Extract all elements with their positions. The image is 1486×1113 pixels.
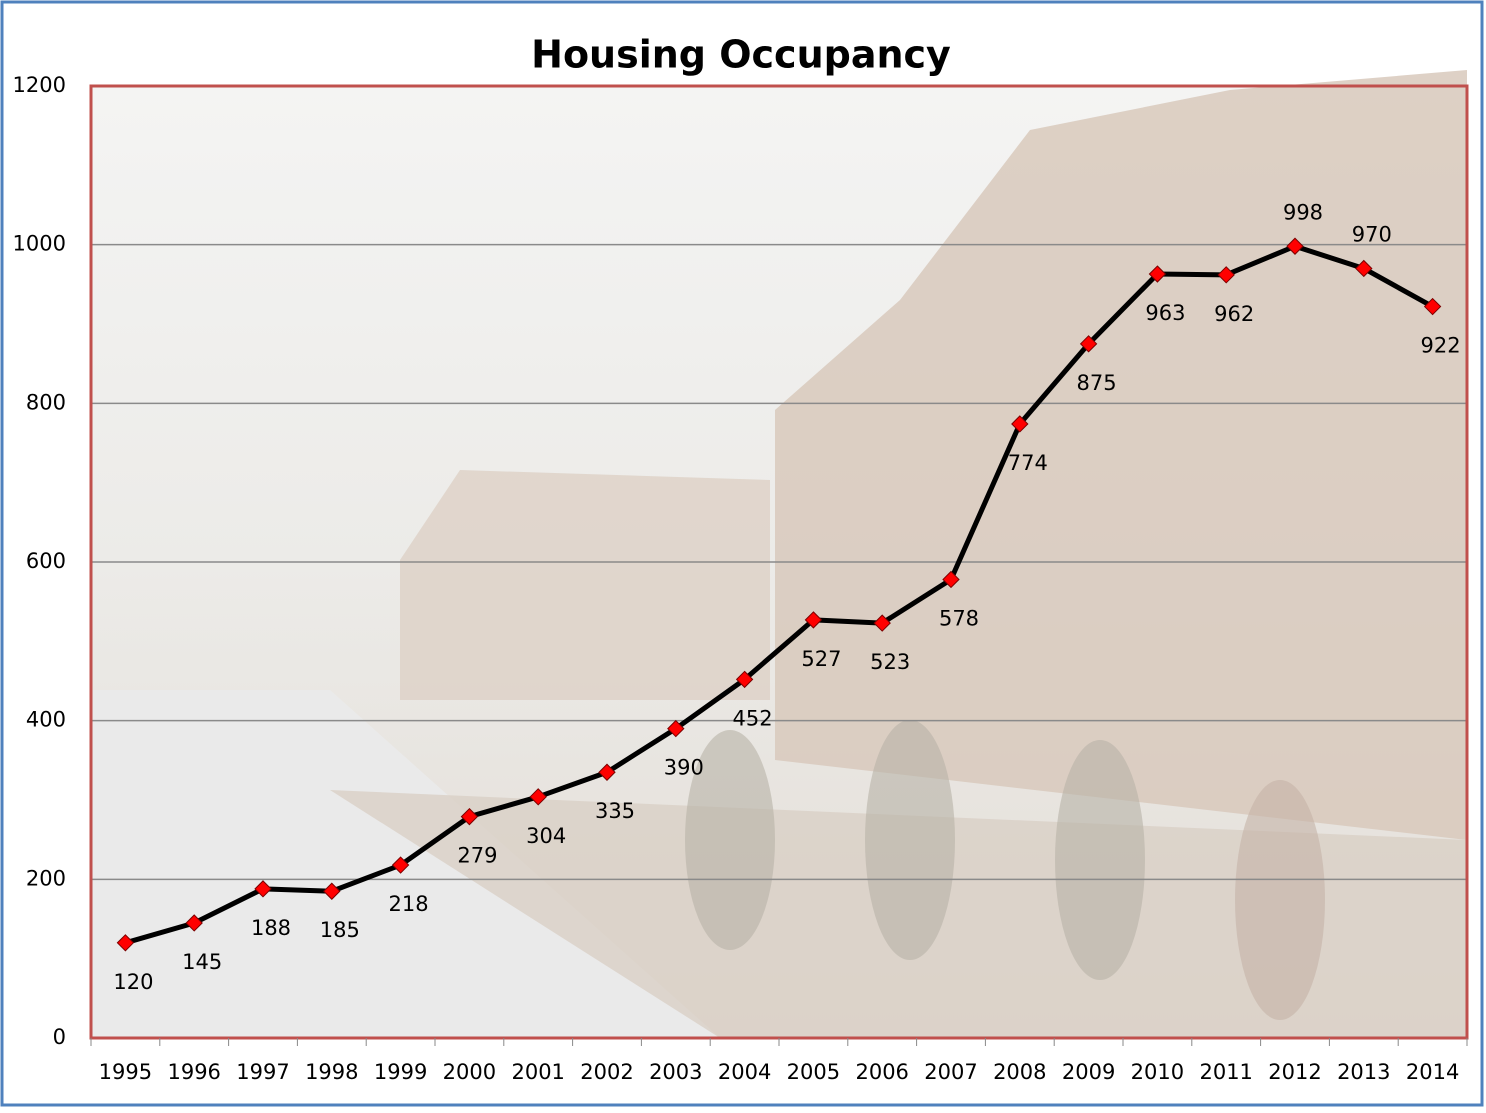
data-label: 774 — [1008, 451, 1048, 475]
data-label: 875 — [1077, 371, 1117, 395]
x-tick-label: 2001 — [511, 1060, 564, 1084]
chart-title: Housing Occupancy — [531, 33, 951, 77]
chart: Housing Occupancy 0 200 400 600 800 1000 1200 1… — [0, 0, 1486, 1109]
x-tick-label: 2014 — [1406, 1060, 1459, 1084]
plot-background — [91, 70, 1467, 1038]
x-tick-label: 1995 — [99, 1060, 152, 1084]
data-label: 578 — [939, 606, 979, 630]
data-label: 145 — [182, 950, 222, 974]
y-tick-label: 0 — [53, 1025, 66, 1049]
x-tick-label: 1997 — [236, 1060, 289, 1084]
data-label: 390 — [664, 756, 704, 780]
x-tick-label: 2013 — [1337, 1060, 1390, 1084]
data-label: 185 — [320, 918, 360, 942]
x-tick-label: 2012 — [1268, 1060, 1321, 1084]
data-label: 452 — [733, 706, 773, 730]
y-tick-label: 400 — [26, 708, 66, 732]
x-tick-label: 2009 — [1062, 1060, 1115, 1084]
data-label: 963 — [1145, 301, 1185, 325]
data-label: 998 — [1283, 200, 1323, 224]
data-label: 304 — [526, 824, 566, 848]
x-tick-label: 1998 — [305, 1060, 358, 1084]
data-label: 523 — [870, 650, 910, 674]
data-label: 962 — [1214, 302, 1254, 326]
x-tick-label: 2006 — [855, 1060, 908, 1084]
y-tick-label: 1000 — [13, 232, 66, 256]
data-label: 335 — [595, 799, 635, 823]
data-label: 120 — [113, 970, 153, 994]
x-tick-label: 2000 — [443, 1060, 496, 1084]
data-label: 279 — [457, 844, 497, 868]
y-tick-label: 1200 — [13, 73, 66, 97]
x-tick-label: 1996 — [167, 1060, 220, 1084]
x-tick-label: 2003 — [649, 1060, 702, 1084]
data-label: 527 — [801, 647, 841, 671]
data-label: 970 — [1352, 222, 1392, 246]
x-tick-label: 2002 — [580, 1060, 633, 1084]
data-label: 218 — [389, 892, 429, 916]
x-tick-label: 2008 — [993, 1060, 1046, 1084]
data-label: 922 — [1421, 334, 1461, 358]
data-label: 188 — [251, 916, 291, 940]
y-tick-label: 200 — [26, 866, 66, 890]
x-tick-label: 2010 — [1131, 1060, 1184, 1084]
page: Housing Occupancy 0 200 400 600 800 1000 1200 1… — [0, 0, 1486, 1113]
y-tick-label: 800 — [26, 390, 66, 414]
x-tick-label: 2011 — [1199, 1060, 1252, 1084]
x-tick-label: 2007 — [924, 1060, 977, 1084]
x-tick-label: 2004 — [718, 1060, 771, 1084]
x-tick-label: 1999 — [374, 1060, 427, 1084]
y-tick-label: 600 — [26, 549, 66, 573]
x-tick-label: 2005 — [787, 1060, 840, 1084]
